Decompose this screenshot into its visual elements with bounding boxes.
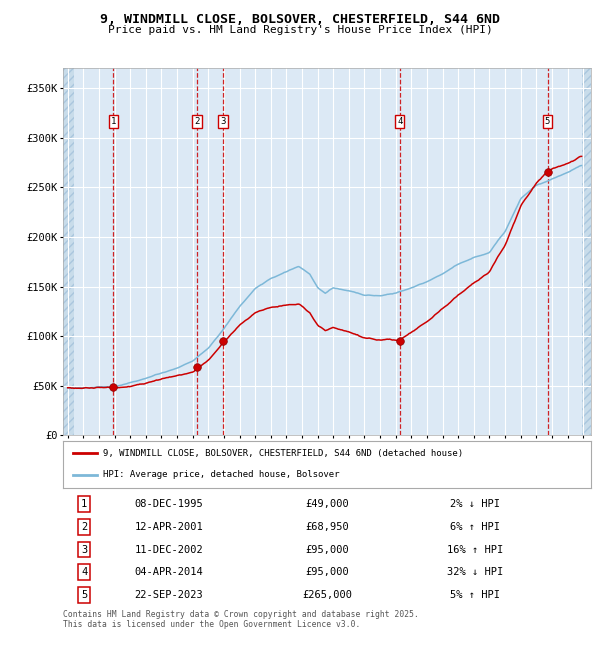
Text: 08-DEC-1995: 08-DEC-1995 xyxy=(134,499,203,509)
Text: £49,000: £49,000 xyxy=(305,499,349,509)
Text: 4: 4 xyxy=(81,567,87,577)
Text: 4: 4 xyxy=(397,117,403,126)
Text: £95,000: £95,000 xyxy=(305,545,349,554)
Bar xyxy=(582,68,591,436)
Text: 6% ↑ HPI: 6% ↑ HPI xyxy=(450,522,500,532)
Text: 5: 5 xyxy=(81,590,87,600)
Text: 5% ↑ HPI: 5% ↑ HPI xyxy=(450,590,500,600)
Text: 11-DEC-2002: 11-DEC-2002 xyxy=(134,545,203,554)
Text: 2% ↓ HPI: 2% ↓ HPI xyxy=(450,499,500,509)
Text: 12-APR-2001: 12-APR-2001 xyxy=(134,522,203,532)
Text: 04-APR-2014: 04-APR-2014 xyxy=(134,567,203,577)
Text: £95,000: £95,000 xyxy=(305,567,349,577)
Text: Contains HM Land Registry data © Crown copyright and database right 2025.
This d: Contains HM Land Registry data © Crown c… xyxy=(63,610,419,629)
Text: £265,000: £265,000 xyxy=(302,590,352,600)
Text: 22-SEP-2023: 22-SEP-2023 xyxy=(134,590,203,600)
Text: 32% ↓ HPI: 32% ↓ HPI xyxy=(447,567,503,577)
Text: 5: 5 xyxy=(545,117,550,126)
Text: Price paid vs. HM Land Registry's House Price Index (HPI): Price paid vs. HM Land Registry's House … xyxy=(107,25,493,34)
Text: 9, WINDMILL CLOSE, BOLSOVER, CHESTERFIELD, S44 6ND (detached house): 9, WINDMILL CLOSE, BOLSOVER, CHESTERFIEL… xyxy=(103,449,463,458)
Text: 2: 2 xyxy=(194,117,200,126)
Text: 1: 1 xyxy=(111,117,116,126)
Text: 1: 1 xyxy=(81,499,87,509)
Text: HPI: Average price, detached house, Bolsover: HPI: Average price, detached house, Bols… xyxy=(103,471,339,479)
Text: 9, WINDMILL CLOSE, BOLSOVER, CHESTERFIELD, S44 6ND: 9, WINDMILL CLOSE, BOLSOVER, CHESTERFIEL… xyxy=(100,13,500,26)
Text: 3: 3 xyxy=(220,117,226,126)
Text: 16% ↑ HPI: 16% ↑ HPI xyxy=(447,545,503,554)
Text: £68,950: £68,950 xyxy=(305,522,349,532)
Text: 3: 3 xyxy=(81,545,87,554)
Text: 2: 2 xyxy=(81,522,87,532)
Bar xyxy=(63,68,74,436)
